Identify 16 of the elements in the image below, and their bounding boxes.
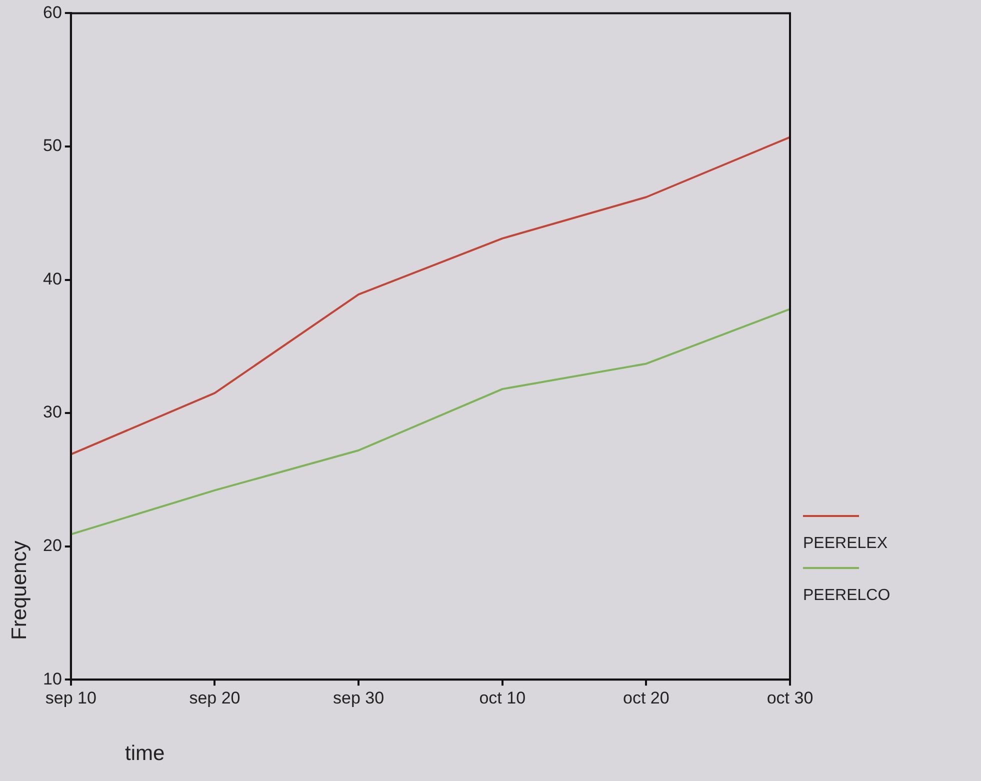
x-tick-label: sep 30 xyxy=(333,688,384,708)
y-tick-label: 60 xyxy=(42,2,62,22)
x-tick-label: oct 30 xyxy=(766,688,814,708)
x-tick-label: sep 20 xyxy=(189,688,240,708)
legend-label: PEERELCO xyxy=(803,587,890,605)
y-tick-label: 10 xyxy=(42,669,62,688)
y-axis-title: Frequency xyxy=(8,540,32,640)
legend-label: PEERELEX xyxy=(803,535,888,553)
x-axis-title: time xyxy=(125,742,165,766)
y-tick-label: 40 xyxy=(42,269,62,288)
x-tick-label: sep 10 xyxy=(45,688,96,708)
y-tick-label: 50 xyxy=(42,136,62,156)
y-tick-label: 30 xyxy=(42,402,62,422)
x-tick-label: oct 10 xyxy=(479,688,526,708)
y-tick-label: 20 xyxy=(42,536,62,556)
x-tick-label: oct 20 xyxy=(623,688,670,708)
